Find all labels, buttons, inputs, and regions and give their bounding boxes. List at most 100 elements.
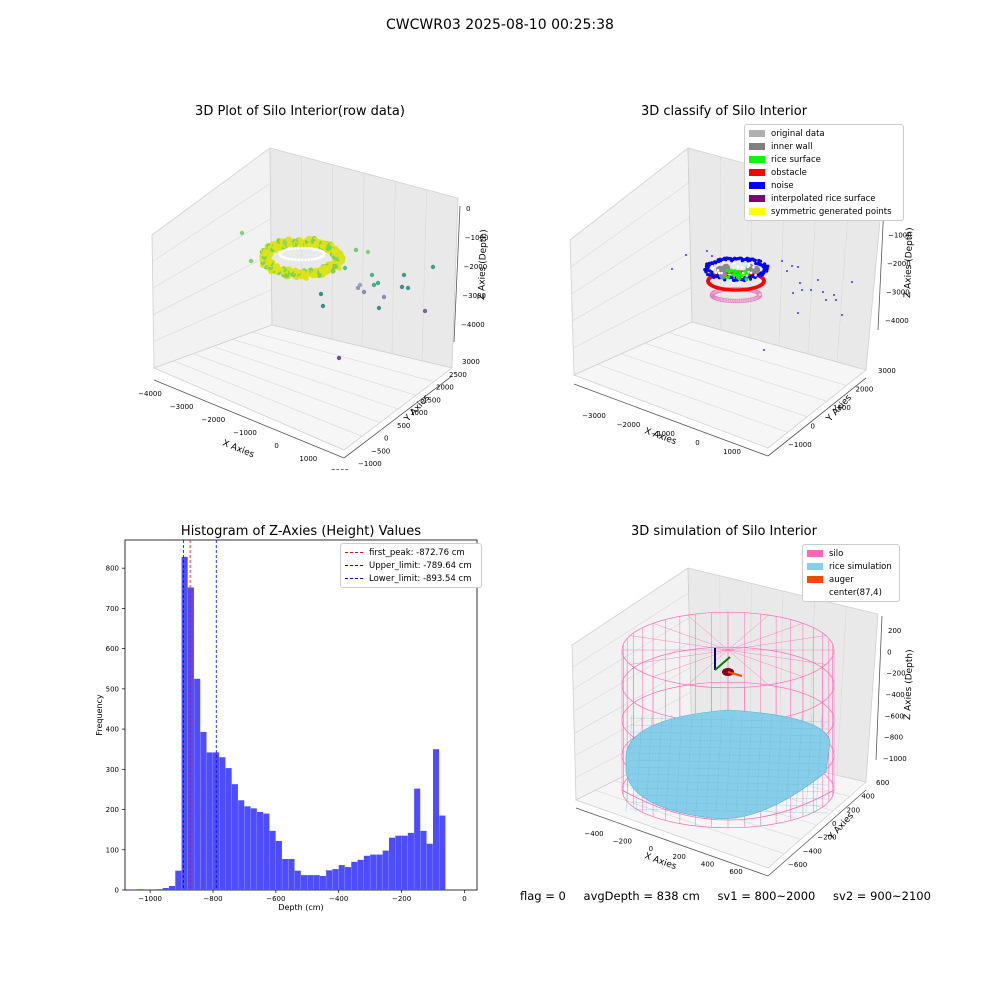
raw-y-tick-label: 500 [397, 422, 410, 430]
raw-point [376, 305, 382, 311]
hist-bar [332, 869, 339, 890]
sim-x-tick-label: −200 [613, 838, 632, 846]
classify-point [822, 291, 824, 293]
classify-point [752, 265, 755, 269]
rice-mesh [755, 714, 763, 813]
rice-mesh [629, 717, 829, 723]
rice-mesh [795, 714, 803, 813]
classify-point [736, 273, 740, 277]
hist-y-tick-label: 300 [106, 766, 119, 774]
classify-point [704, 267, 709, 271]
hist-bar [175, 870, 182, 890]
classify-point [799, 282, 801, 284]
classify-point [671, 268, 673, 270]
rice-mesh [629, 745, 829, 751]
silo-wire [727, 649, 769, 686]
hist-x-tick-label: −200 [392, 895, 411, 903]
hist-bar [345, 867, 352, 890]
legend-swatch [749, 130, 765, 137]
classify-point [706, 250, 708, 252]
classify-point [835, 299, 837, 301]
raw-3d-plot[interactable]: −4000 −3000 −2000 −1000 0 1000 2000 −1000 −500 0… [130, 130, 490, 470]
figure-title: CWCWR03 2025-08-10 00:25:38 [386, 17, 614, 33]
classify-point-cloud [671, 250, 853, 351]
classify-point [714, 261, 718, 265]
hist-y-tick-label: 200 [106, 806, 119, 814]
hist-y-tick-label: 800 [106, 565, 119, 573]
raw-point [336, 355, 342, 361]
sim-x-tick-label: −400 [584, 830, 603, 838]
hist-x-label: Depth (cm) [278, 903, 323, 912]
raw-point [401, 272, 407, 278]
silo-wire [727, 623, 804, 651]
raw-point [313, 257, 317, 261]
rice-mesh [775, 714, 783, 813]
classify-point [745, 274, 749, 277]
cls-x-tick-label: 0 [695, 439, 699, 447]
sim-legend-item: auger [807, 573, 895, 586]
raw-plot-title: 3D Plot of Silo Interior(row data) [195, 104, 405, 119]
hist-bar [156, 889, 163, 890]
hist-bar [231, 784, 238, 890]
raw-z-tick-label: −3000 [462, 292, 486, 300]
raw-point [287, 247, 291, 251]
classify-legend-item: original data [749, 127, 899, 140]
cls-x-tick-label: −2000 [617, 421, 641, 429]
classify-legend: original data inner wall rice surface obsta… [744, 124, 904, 221]
raw-point [375, 280, 381, 286]
classify-point [740, 266, 744, 269]
rice-mesh [629, 794, 829, 800]
raw-point [399, 284, 405, 290]
classify-point [716, 263, 720, 266]
hist-bar [363, 855, 370, 890]
legend-label: silo [829, 548, 844, 559]
hist-bar [219, 757, 226, 890]
legend-label: Lower_limit: -893.54 cm [369, 573, 472, 584]
raw-point [340, 256, 346, 262]
hist-y-label: Frequency [95, 694, 104, 736]
rice-mesh [629, 752, 829, 758]
classify-point [729, 269, 734, 273]
raw-point [293, 246, 297, 250]
hist-bar [357, 859, 364, 890]
classify-point [791, 265, 793, 267]
raw-point [337, 260, 343, 266]
classify-point [708, 269, 712, 273]
classify-point [754, 273, 757, 277]
raw-point [318, 256, 322, 259]
raw-point [285, 248, 288, 252]
rice-mesh [629, 731, 829, 737]
raw-y-tick-label: 0 [384, 435, 388, 443]
rice-mesh [629, 738, 829, 744]
classify-point [748, 277, 753, 281]
sim-x-tick-label: 600 [729, 868, 742, 876]
rice-mesh [725, 714, 733, 813]
raw-point [355, 285, 361, 291]
raw-point [310, 257, 314, 261]
raw-point [342, 265, 348, 271]
hist-bar [206, 752, 213, 890]
raw-point [333, 251, 339, 257]
raw-point [310, 247, 314, 251]
rice-mesh [815, 714, 823, 813]
legend-swatch [749, 169, 765, 176]
raw-z-tick-label: −4000 [461, 321, 485, 329]
classify-point [707, 261, 711, 265]
raw-point [290, 257, 294, 261]
sim-legend-item: silo [807, 547, 895, 560]
legend-swatch [749, 182, 765, 189]
rice-mesh [805, 714, 813, 813]
sim-z-tick-label: −800 [884, 734, 903, 742]
cls-y-tick-label: 3000 [878, 367, 896, 375]
classify-floor [572, 321, 867, 449]
silo-wire [727, 649, 826, 665]
raw-point [330, 268, 336, 274]
raw-point [338, 251, 344, 257]
hist-bar [401, 835, 408, 890]
rice-mesh [685, 714, 693, 813]
histogram-chart[interactable]: −1000 −800 −600 −400 −200 0 0 100 200 300 400 500 6… [80, 530, 500, 920]
silo-wire [630, 649, 729, 665]
legend-swatch [807, 550, 823, 557]
hist-legend-item: Upper_limit: -789.64 cm [345, 559, 477, 572]
